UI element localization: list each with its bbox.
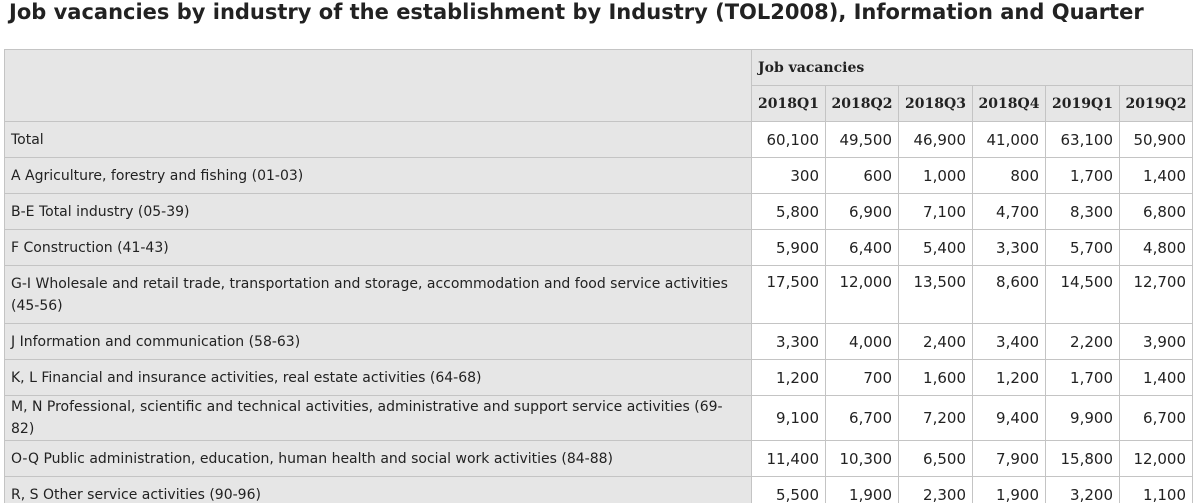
value-cell: 7,100 — [898, 193, 973, 230]
period-header-2019q1: 2019Q1 — [1045, 85, 1120, 122]
table-row: F Construction (41-43) 5,900 6,400 5,400 3,3… — [4, 229, 1193, 266]
value-cell: 3,300 — [751, 323, 826, 360]
table-row: G-I Wholesale and retail trade, transpor… — [4, 265, 1193, 324]
value-cell: 50,900 — [1119, 121, 1193, 158]
value-cell: 6,900 — [825, 193, 899, 230]
value-cell: 12,000 — [1119, 440, 1193, 477]
row-label: O-Q Public administration, education, hu… — [4, 440, 752, 477]
value-cell: 600 — [825, 157, 899, 194]
value-cell: 1,900 — [972, 476, 1046, 503]
value-cell: 4,000 — [825, 323, 899, 360]
value-cell: 8,300 — [1045, 193, 1120, 230]
row-label: A Agriculture, forestry and fishing (01-… — [4, 157, 752, 194]
table-row: A Agriculture, forestry and fishing (01-… — [4, 157, 1193, 194]
value-cell: 1,000 — [898, 157, 973, 194]
value-cell: 1,700 — [1045, 359, 1120, 396]
row-label: F Construction (41-43) — [4, 229, 752, 266]
value-cell: 41,000 — [972, 121, 1046, 158]
value-cell: 12,000 — [825, 265, 899, 324]
period-header-2018q1: 2018Q1 — [751, 85, 826, 122]
value-cell: 5,800 — [751, 193, 826, 230]
value-cell: 9,100 — [751, 395, 826, 441]
value-cell: 1,200 — [751, 359, 826, 396]
row-label: G-I Wholesale and retail trade, transpor… — [4, 265, 752, 324]
value-cell: 700 — [825, 359, 899, 396]
value-cell: 5,700 — [1045, 229, 1120, 266]
table-row: J Information and communication (58-63) 3… — [4, 323, 1193, 360]
value-cell: 17,500 — [751, 265, 826, 324]
period-header-2018q2: 2018Q2 — [825, 85, 899, 122]
value-cell: 3,200 — [1045, 476, 1120, 503]
value-cell: 7,900 — [972, 440, 1046, 477]
value-cell: 300 — [751, 157, 826, 194]
value-cell: 1,200 — [972, 359, 1046, 396]
value-cell: 1,100 — [1119, 476, 1193, 503]
value-cell: 10,300 — [825, 440, 899, 477]
value-cell: 5,400 — [898, 229, 973, 266]
row-label: B-E Total industry (05-39) — [4, 193, 752, 230]
value-cell: 14,500 — [1045, 265, 1120, 324]
table-row: M, N Professional, scientific and techni… — [4, 395, 1193, 441]
value-cell: 60,100 — [751, 121, 826, 158]
value-cell: 6,700 — [825, 395, 899, 441]
value-cell: 46,900 — [898, 121, 973, 158]
table-row: Total 60,100 49,500 46,900 41,000 63,100 50,90… — [4, 121, 1193, 158]
value-cell: 1,400 — [1119, 157, 1193, 194]
value-cell: 1,900 — [825, 476, 899, 503]
header-row-periods: 2018Q1 2018Q2 2018Q3 2018Q4 2019Q1 2019Q2 — [5, 85, 1193, 122]
value-cell: 11,400 — [751, 440, 826, 477]
value-cell: 15,800 — [1045, 440, 1120, 477]
period-header-2018q3: 2018Q3 — [898, 85, 973, 122]
value-cell: 800 — [972, 157, 1046, 194]
value-cell: 1,600 — [898, 359, 973, 396]
value-cell: 2,200 — [1045, 323, 1120, 360]
row-label: J Information and communication (58-63) — [4, 323, 752, 360]
value-cell: 6,500 — [898, 440, 973, 477]
period-header-2019q2: 2019Q2 — [1119, 85, 1193, 122]
job-vacancies-table: Job vacancies 2018Q1 2018Q2 2018Q3 2018Q4 20… — [4, 49, 1193, 503]
value-cell: 2,400 — [898, 323, 973, 360]
table-row: R, S Other service activities (90-96) 5,5… — [4, 476, 1193, 503]
period-header-2018q4: 2018Q4 — [972, 85, 1046, 122]
value-cell: 13,500 — [898, 265, 973, 324]
value-cell: 12,700 — [1119, 265, 1193, 324]
value-cell: 9,900 — [1045, 395, 1120, 441]
value-cell: 9,400 — [972, 395, 1046, 441]
value-cell: 6,800 — [1119, 193, 1193, 230]
table-row: O-Q Public administration, education, hu… — [4, 440, 1193, 477]
column-group-header: Job vacancies — [751, 49, 1193, 86]
row-label: R, S Other service activities (90-96) — [4, 476, 752, 503]
value-cell: 8,600 — [972, 265, 1046, 324]
value-cell: 49,500 — [825, 121, 899, 158]
value-cell: 4,800 — [1119, 229, 1193, 266]
row-label: M, N Professional, scientific and techni… — [4, 395, 752, 441]
corner-header-cell — [4, 49, 752, 122]
table-row: K, L Financial and insurance activities,… — [4, 359, 1193, 396]
row-label: Total — [4, 121, 752, 158]
value-cell: 6,700 — [1119, 395, 1193, 441]
value-cell: 3,400 — [972, 323, 1046, 360]
value-cell: 5,500 — [751, 476, 826, 503]
page-title: Job vacancies by industry of the establi… — [9, 0, 1144, 24]
row-label: K, L Financial and insurance activities,… — [4, 359, 752, 396]
value-cell: 2,300 — [898, 476, 973, 503]
value-cell: 6,400 — [825, 229, 899, 266]
value-cell: 1,700 — [1045, 157, 1120, 194]
value-cell: 3,300 — [972, 229, 1046, 266]
value-cell: 1,400 — [1119, 359, 1193, 396]
value-cell: 3,900 — [1119, 323, 1193, 360]
value-cell: 5,900 — [751, 229, 826, 266]
value-cell: 7,200 — [898, 395, 973, 441]
value-cell: 4,700 — [972, 193, 1046, 230]
value-cell: 63,100 — [1045, 121, 1120, 158]
table-row: B-E Total industry (05-39) 5,800 6,900 7,10… — [4, 193, 1193, 230]
header-row-group: Job vacancies — [4, 49, 1193, 122]
